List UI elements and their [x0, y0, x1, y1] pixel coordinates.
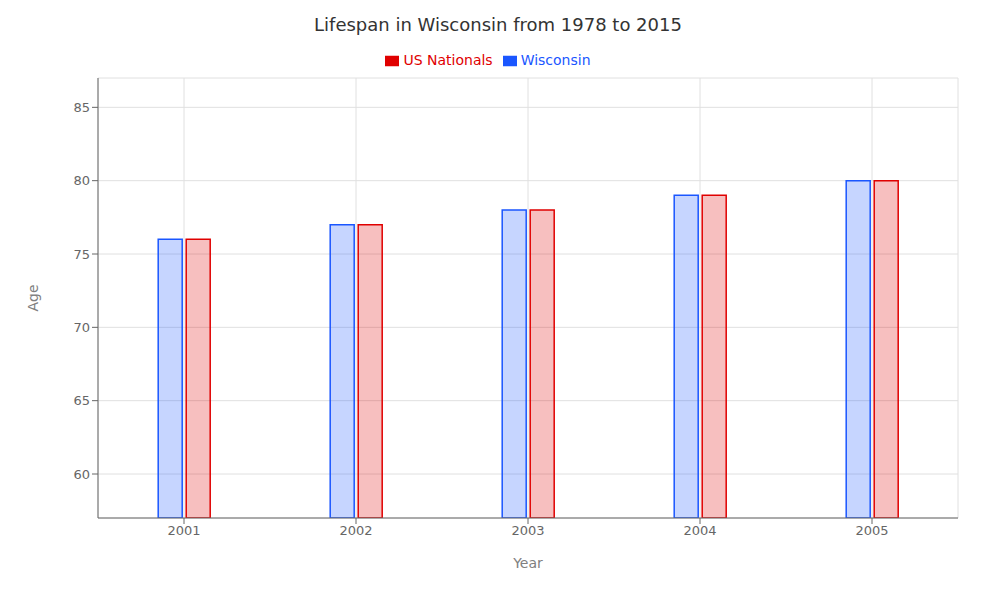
html-text:Lifespan in Wisconsin from 197: Lifespan in Wisconsin from 1978 to 2015 — [314, 14, 682, 35]
html-text:US Nationals: US Nationals — [403, 52, 493, 68]
svg-text:2003: 2003 — [511, 523, 544, 538]
svg-text:2005: 2005 — [855, 523, 888, 538]
svg-text:80: 80 — [73, 173, 90, 188]
svg-text:2002: 2002 — [339, 523, 372, 538]
svg-text:60: 60 — [73, 467, 90, 482]
svg-text:75: 75 — [73, 247, 90, 262]
svg-text:65: 65 — [73, 393, 90, 408]
svg-text:70: 70 — [73, 320, 90, 335]
svg-text:Year: Year — [512, 555, 543, 571]
html-text:Wisconsin: Wisconsin — [520, 52, 591, 68]
svg-text:85: 85 — [73, 100, 90, 115]
svg-text:2004: 2004 — [683, 523, 716, 538]
svg-text:Age: Age — [25, 284, 41, 311]
svg-text:2001: 2001 — [167, 523, 200, 538]
